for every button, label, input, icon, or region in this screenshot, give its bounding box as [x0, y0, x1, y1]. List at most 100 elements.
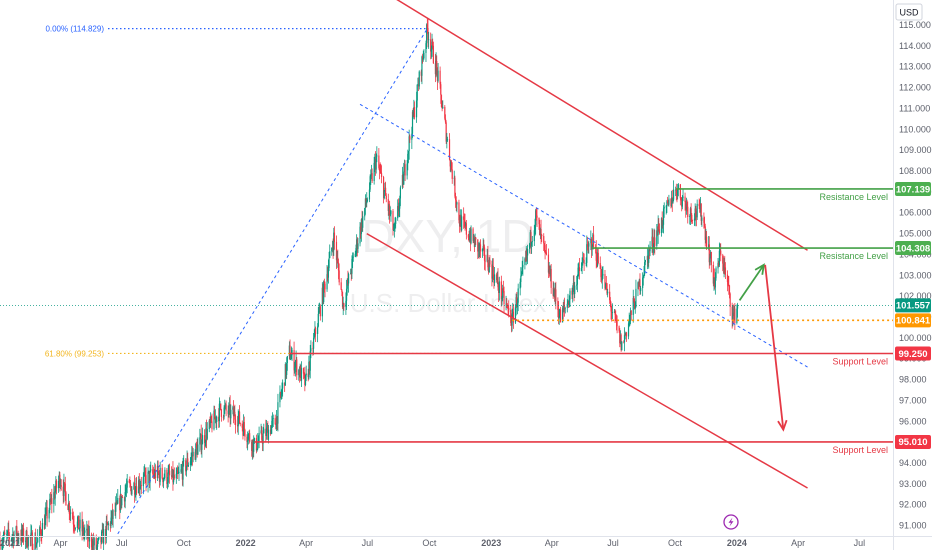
- channel-lower-line[interactable]: [367, 234, 808, 488]
- candle-body: [520, 276, 521, 282]
- candle-body: [551, 269, 552, 288]
- candle-body: [485, 261, 486, 262]
- candle-body: [287, 356, 288, 363]
- candle-body: [324, 284, 325, 290]
- candle-body: [235, 420, 236, 425]
- candle-body: [536, 216, 537, 218]
- candle-body: [94, 538, 95, 545]
- candle-body: [36, 542, 37, 544]
- candle-body: [452, 169, 453, 178]
- candle-body: [494, 274, 495, 282]
- y-tick-label: 108.000: [899, 166, 932, 176]
- candle-body: [131, 489, 132, 494]
- candle-body: [357, 243, 358, 249]
- candle-body: [56, 481, 57, 488]
- candle-body: [145, 475, 146, 485]
- x-tick-label: Oct: [422, 538, 437, 548]
- level-label: Resistance Level: [819, 251, 888, 261]
- candle-body: [532, 241, 533, 242]
- candle-body: [555, 289, 556, 301]
- candle-body: [440, 84, 441, 94]
- candle-body: [706, 237, 707, 248]
- candle-body: [400, 187, 401, 198]
- candle-body: [715, 268, 716, 278]
- fib-trend-line[interactable]: [118, 29, 428, 534]
- y-tick-label: 97.000: [899, 395, 927, 405]
- forecast-down-arrow[interactable]: [765, 265, 783, 430]
- candle-body: [174, 475, 175, 479]
- y-tick-label: 94.000: [899, 458, 927, 468]
- x-tick-label: 2021: [0, 538, 20, 548]
- symbol-watermark: DXY, 1D: [361, 210, 534, 262]
- candle-body: [442, 107, 443, 108]
- candle-body: [275, 418, 276, 424]
- x-tick-label: Oct: [668, 538, 683, 548]
- x-tick-label: 2022: [236, 538, 256, 548]
- candle-body: [386, 196, 387, 199]
- candle-body: [631, 311, 632, 315]
- y-tick-label: 105.000: [899, 229, 932, 239]
- candle-body: [315, 328, 316, 334]
- price-tag-label: 100.841: [896, 316, 931, 327]
- candle-body: [226, 404, 227, 410]
- candle-body: [403, 172, 404, 185]
- candle-body: [353, 257, 354, 258]
- candle-body: [42, 523, 43, 537]
- candle-body: [216, 417, 217, 422]
- candle-body: [522, 265, 523, 268]
- candle-body: [84, 530, 85, 532]
- candle-body: [626, 332, 627, 336]
- candle-body: [47, 507, 48, 518]
- candle-body: [178, 472, 179, 473]
- candle-body: [318, 314, 319, 327]
- candle-body: [122, 497, 123, 498]
- candle-body: [23, 528, 24, 541]
- x-tick-label: Jul: [854, 538, 866, 548]
- candle-body: [141, 485, 142, 486]
- candle-body: [668, 199, 669, 205]
- candle-body: [414, 107, 415, 117]
- x-tick-label: Apr: [791, 538, 805, 548]
- candle-body: [390, 211, 391, 214]
- candle-body: [121, 497, 122, 505]
- candle-body: [395, 218, 396, 224]
- candle-body: [162, 468, 163, 479]
- candle-body: [65, 484, 66, 493]
- candle-body: [244, 422, 245, 430]
- y-tick-label: 111.000: [899, 103, 930, 113]
- candle-body: [645, 260, 646, 262]
- y-tick-label: 115.000: [899, 20, 931, 30]
- y-tick-label: 96.000: [899, 416, 927, 426]
- candle-body: [461, 216, 462, 230]
- forecast-up-arrow[interactable]: [740, 265, 764, 300]
- x-tick-label: 2024: [727, 538, 747, 548]
- candle-body: [612, 312, 613, 313]
- candle-body: [602, 274, 603, 275]
- candle-body: [654, 237, 655, 245]
- candle-body: [291, 350, 292, 355]
- candle-body: [188, 465, 189, 466]
- candle-body: [701, 218, 702, 221]
- candle-body: [168, 472, 169, 482]
- lightning-icon[interactable]: [724, 515, 738, 529]
- price-tag-label: 101.557: [896, 301, 930, 312]
- candle-body: [263, 429, 264, 434]
- candle-body: [202, 435, 203, 444]
- level-label: Support Level: [832, 445, 888, 455]
- price-tag-label: 95.010: [898, 437, 927, 448]
- candle-body: [268, 430, 269, 440]
- candle-body: [711, 252, 712, 265]
- candle-body: [598, 253, 599, 263]
- x-tick-label: Jul: [607, 538, 619, 548]
- candle-body: [607, 292, 608, 294]
- candle-body: [659, 229, 660, 233]
- candle-body: [61, 485, 62, 486]
- candle-body: [729, 285, 730, 293]
- fib-level-label: 61.80% (99.253): [45, 349, 104, 358]
- candle-body: [480, 244, 481, 251]
- candle-body: [79, 520, 80, 529]
- candle-body: [680, 184, 681, 198]
- candle-body: [527, 249, 528, 255]
- price-tag-label: 99.250: [898, 349, 927, 360]
